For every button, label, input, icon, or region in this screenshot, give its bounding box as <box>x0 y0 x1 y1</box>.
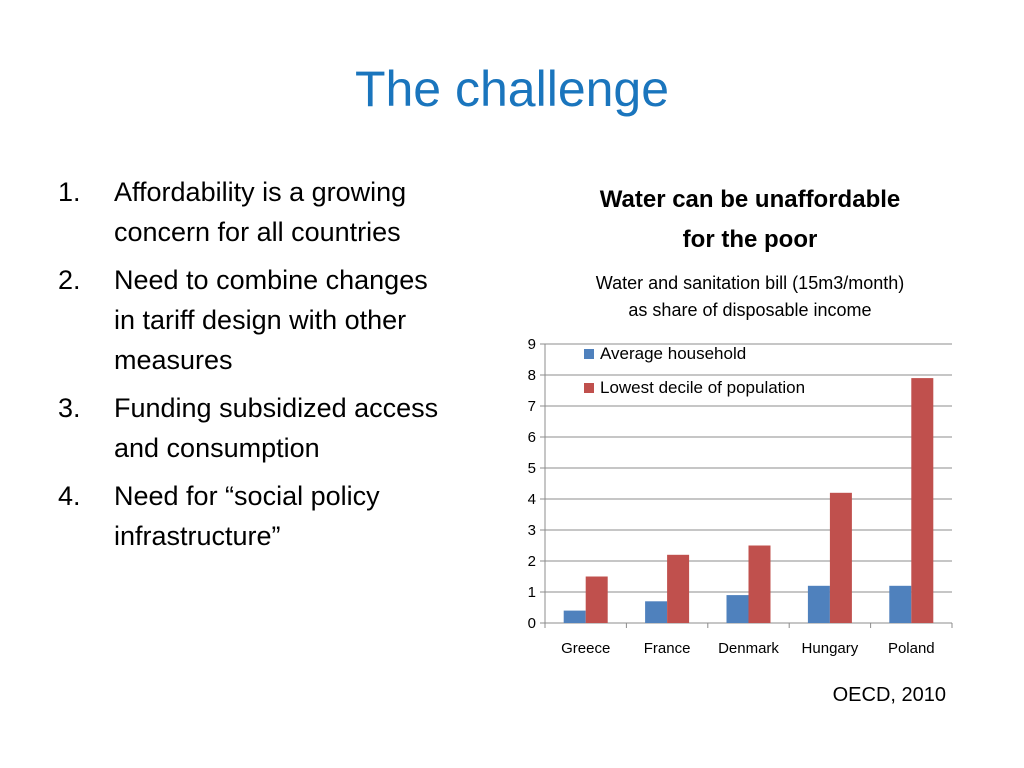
legend-swatch <box>584 383 594 393</box>
y-tick-label: 8 <box>528 367 536 384</box>
x-tick-label: Denmark <box>718 640 779 657</box>
bullet-number: 1. <box>58 177 81 207</box>
bar-average-household <box>807 585 830 623</box>
y-tick-label: 7 <box>528 398 536 415</box>
bullet-text-line: Need for “social policy <box>114 481 380 511</box>
legend-label: Lowest decile of population <box>600 378 805 397</box>
bullet-text-line: and consumption <box>114 433 320 463</box>
y-tick-label: 0 <box>528 615 536 632</box>
list-item: 3. Funding subsidized access and consump… <box>58 388 488 468</box>
bullet-number: 3. <box>58 393 81 423</box>
bar-average-household <box>726 595 749 623</box>
chart-title-line: for the poor <box>682 226 818 253</box>
bar-chart: 0 1 2 3 4 5 6 7 8 9 Greece France Denmark Hungary Pola… <box>528 336 953 657</box>
chart-subtitle-line: as share of disposable income <box>628 300 872 320</box>
bullet-text-line: measures <box>114 345 233 375</box>
list-item: 1. Affordability is a growing concern fo… <box>58 172 488 252</box>
y-tick-label: 3 <box>528 522 536 539</box>
bar-average-household <box>645 601 668 623</box>
bullet-text-line: Need to combine changes <box>114 265 428 295</box>
list-item: 2. Need to combine changes in tariff des… <box>58 260 488 380</box>
bullet-text-line: Affordability is a growing <box>114 177 407 207</box>
bar-lowest-decile <box>911 378 934 623</box>
x-tick-label: Poland <box>888 640 935 657</box>
bar-average-household <box>563 610 586 623</box>
bar-average-household <box>889 585 912 623</box>
x-tick-label: France <box>644 640 691 657</box>
y-tick-label: 1 <box>528 584 536 601</box>
bar-lowest-decile <box>748 545 771 623</box>
legend-swatch <box>584 349 594 359</box>
chart-subtitle-line: Water and sanitation bill (15m3/month) <box>595 273 905 293</box>
bullet-text-line: concern for all countries <box>114 217 401 247</box>
list-item: 4. Need for “social policy infrastructur… <box>58 476 488 556</box>
chart-subtitle: Water and sanitation bill (15m3/month) a… <box>520 270 980 324</box>
source-citation: OECD, 2010 <box>832 684 946 706</box>
y-tick-label: 2 <box>528 553 536 570</box>
x-tick-label: Greece <box>561 640 610 657</box>
y-tick-label: 4 <box>528 491 536 508</box>
bullet-text-line: in tariff design with other <box>114 305 407 335</box>
chart-title: Water can be unaffordable for the poor <box>520 180 980 260</box>
bullet-list: 1. Affordability is a growing concern fo… <box>58 172 488 564</box>
bullet-text-line: Funding subsidized access <box>114 393 439 423</box>
y-tick-label: 6 <box>528 429 536 446</box>
bullet-number: 2. <box>58 265 81 295</box>
legend-label: Average household <box>600 344 746 363</box>
y-tick-label: 9 <box>528 336 536 353</box>
bar-lowest-decile <box>585 576 608 623</box>
y-tick-label: 5 <box>528 460 536 477</box>
chart-title-line: Water can be unaffordable <box>599 186 901 213</box>
bar-lowest-decile <box>829 492 852 623</box>
slide-title: The challenge <box>354 61 670 117</box>
bar-lowest-decile <box>667 554 690 623</box>
x-tick-label: Hungary <box>802 640 859 657</box>
bullet-text-line: infrastructure” <box>114 521 281 551</box>
bullet-number: 4. <box>58 481 81 511</box>
